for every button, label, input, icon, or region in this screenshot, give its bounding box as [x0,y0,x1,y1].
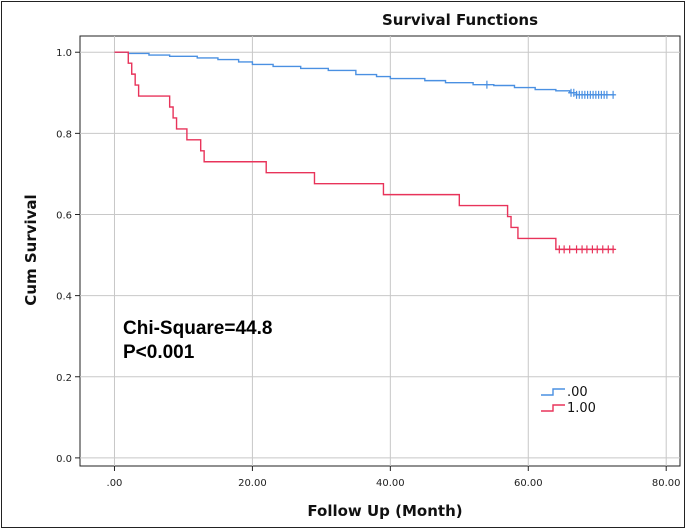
censor-mark [594,245,601,254]
series-line-0 [114,51,615,96]
y-tick-label: 0.8 [56,129,72,140]
legend-swatch [541,388,565,396]
censor-mark [610,90,617,99]
x-tick-label: 80.00 [652,478,681,489]
censor-mark [566,245,573,254]
censor-mark [603,90,610,99]
x-tick-label: 60.00 [514,478,543,489]
x-tick-label: 40.00 [376,478,405,489]
chi-square-annotation: Chi-Square=44.8 [123,318,272,339]
x-tick-label: 20.00 [238,478,267,489]
legend-item-1: 1.00 [541,401,596,416]
x-axis-label: Follow Up (Month) [307,502,462,520]
x-tick-labels: .00 20.00 40.00 60.00 80.00 [107,466,681,489]
legend-label: .00 [567,385,588,400]
y-axis-label: Cum Survival [22,194,40,305]
plot-area [79,35,681,467]
series-layer [114,51,617,254]
y-tick-label: 1.0 [56,48,72,59]
legend-item-0: .00 [541,385,588,400]
censor-mark [483,80,490,89]
censor-mark [573,245,580,254]
chart-title: Survival Functions [382,11,538,29]
censor-mark [583,245,590,254]
legend: .001.00 [541,385,596,416]
y-tick-label: 0.0 [56,454,72,465]
y-tick-labels: 0.0 0.2 0.4 0.6 0.8 1.0 [56,48,80,465]
grid [80,36,680,466]
y-tick-label: 0.6 [56,210,72,221]
series-line-1 [114,51,615,251]
y-tick-label: 0.4 [56,292,72,303]
censor-mark [599,245,606,254]
censor-mark [570,88,577,97]
legend-swatch [541,404,565,412]
censor-mark [610,245,617,254]
y-tick-label: 0.2 [56,373,72,384]
censor-mark [561,245,568,254]
p-value-annotation: P<0.001 [123,342,195,363]
x-tick-label: .00 [107,478,123,489]
legend-label: 1.00 [567,401,596,416]
